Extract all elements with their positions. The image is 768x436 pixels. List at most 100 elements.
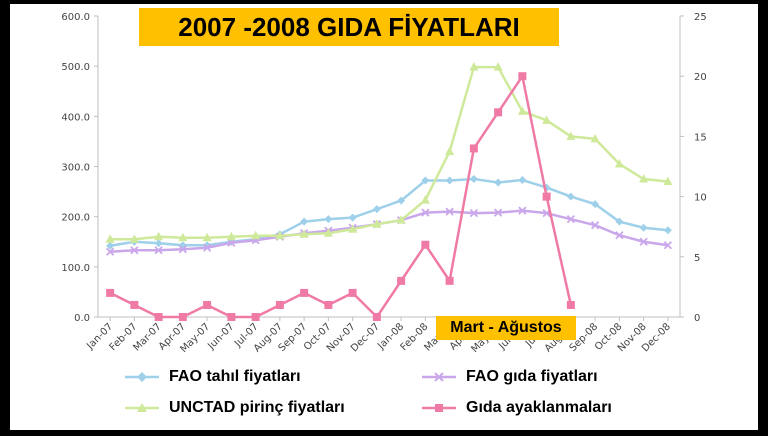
data-point-0 — [494, 178, 503, 187]
legend-line-unctad-rice-icon — [125, 403, 159, 412]
data-point-2 — [420, 195, 430, 204]
data-point-2 — [299, 229, 309, 238]
data-point-2 — [614, 158, 624, 168]
data-point-2 — [226, 231, 236, 241]
data-point-0 — [469, 175, 478, 184]
data-point-0 — [106, 241, 115, 250]
data-point-0 — [663, 226, 672, 235]
data-point-0 — [397, 196, 406, 205]
data-point-3 — [421, 240, 430, 249]
data-point-0 — [372, 205, 381, 214]
data-point-2 — [663, 176, 673, 186]
data-point-1 — [615, 231, 624, 240]
data-point-3 — [178, 313, 187, 321]
data-point-3 — [130, 300, 139, 309]
data-point-3 — [566, 300, 575, 309]
data-point-1 — [154, 246, 163, 255]
data-point-2 — [348, 224, 358, 233]
data-point-3 — [227, 313, 236, 321]
data-point-2 — [396, 215, 406, 224]
data-point-0 — [300, 217, 309, 226]
data-point-2 — [469, 62, 479, 71]
legend-label-unctad-rice: UNCTAD pirinç fiyatları — [169, 399, 345, 416]
data-point-2 — [202, 232, 212, 242]
data-point-3 — [348, 288, 357, 297]
x-tick-label: Jun-07 — [205, 321, 236, 352]
period-banner: Mart - Ağustos — [436, 316, 576, 340]
legend-label-fao-grain: FAO tahıl fiyatları — [169, 368, 301, 385]
data-point-2 — [566, 131, 576, 140]
y-tick-label-right: 10 — [694, 193, 707, 204]
data-point-2 — [517, 106, 527, 115]
series-line-2 — [110, 65, 669, 241]
data-point-0 — [518, 176, 527, 185]
data-point-3 — [542, 192, 551, 201]
data-point-1 — [445, 207, 454, 216]
data-point-2 — [493, 62, 503, 71]
data-point-2 — [542, 115, 552, 124]
y-tick-label-left: 500.0 — [61, 62, 90, 73]
data-point-3 — [203, 300, 212, 309]
data-point-0 — [324, 215, 333, 224]
data-point-1 — [493, 208, 503, 217]
y-tick-label-left: 400.0 — [61, 112, 90, 123]
y-tick-label-left: 0.0 — [74, 313, 90, 324]
data-point-2 — [639, 174, 649, 183]
data-point-2 — [372, 219, 382, 228]
y-tick-label-right: 5 — [694, 253, 700, 264]
y-tick-label-right: 15 — [694, 132, 707, 143]
data-point-2 — [323, 228, 333, 237]
y-tick-label-left: 600.0 — [61, 12, 90, 23]
data-point-2 — [445, 146, 455, 155]
data-point-1 — [105, 247, 115, 256]
legend-item-fao-grain: FAO tahıl fiyatları — [125, 368, 301, 386]
title-banner: 2007 -2008 GIDA FİYATLARI — [139, 8, 559, 46]
data-point-3 — [106, 288, 115, 297]
data-point-2 — [275, 230, 285, 240]
legend-label-food-riots: Gıda ayaklanmaları — [466, 399, 612, 416]
data-point-2 — [251, 230, 261, 240]
legend-item-food-riots: Gıda ayaklanmaları — [422, 399, 612, 417]
data-point-2 — [590, 133, 600, 143]
data-point-3 — [275, 300, 284, 309]
data-point-2 — [129, 234, 139, 243]
data-point-3 — [324, 300, 333, 309]
series-line-3 — [109, 74, 573, 319]
series-line-0 — [109, 177, 669, 247]
data-point-3 — [300, 288, 309, 297]
data-point-3 — [154, 313, 163, 321]
legend-item-fao-food: FAO gıda fiyatları — [422, 368, 598, 386]
data-point-2 — [105, 234, 115, 243]
data-point-0 — [348, 213, 357, 222]
data-point-1 — [227, 238, 236, 247]
data-point-3 — [445, 276, 454, 285]
legend-line-food-riots-icon — [422, 404, 456, 412]
legend-line-fao-food-icon — [422, 372, 456, 382]
data-point-0 — [154, 239, 163, 248]
y-tick-label-left: 200.0 — [61, 213, 90, 224]
data-point-1 — [178, 245, 188, 254]
data-point-1 — [130, 246, 139, 255]
data-point-1 — [639, 237, 648, 246]
data-point-2 — [178, 232, 188, 242]
data-point-0 — [421, 176, 430, 185]
legend-label-fao-food: FAO gıda fiyatları — [466, 368, 598, 385]
data-point-3 — [518, 72, 527, 81]
data-point-3 — [494, 108, 503, 117]
data-point-1 — [421, 208, 430, 217]
data-point-1 — [663, 241, 673, 250]
data-point-1 — [566, 215, 576, 224]
legend-line-fao-grain-icon — [125, 372, 159, 382]
data-point-1 — [590, 221, 600, 230]
legend-item-unctad-rice: UNCTAD pirinç fiyatları — [125, 399, 345, 417]
data-point-2 — [154, 231, 164, 241]
data-point-1 — [469, 209, 479, 218]
y-tick-label-left: 300.0 — [61, 163, 90, 174]
line-chart: 0.0 100.0 200.0 300.0 400.0 500.0 600.0 0 5 10 15 2… — [61, 12, 707, 355]
data-point-3 — [397, 276, 406, 285]
data-point-3 — [469, 144, 478, 153]
data-point-0 — [591, 200, 600, 209]
y-tick-label-right: 20 — [694, 72, 707, 83]
data-point-0 — [566, 192, 575, 201]
y-tick-label-right: 0 — [694, 313, 700, 324]
